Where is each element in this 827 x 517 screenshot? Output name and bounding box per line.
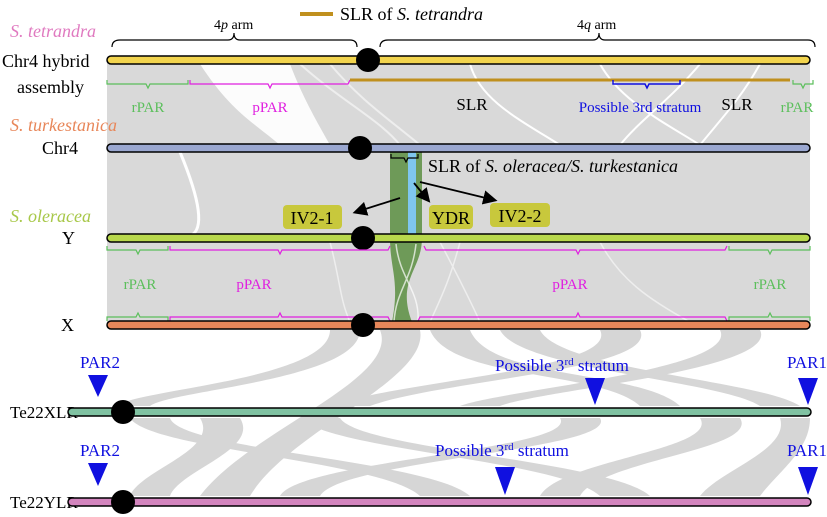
svg-text:IV2-2: IV2-2 [499, 206, 542, 226]
chrom-label-te22ylr: Te22YLR [10, 493, 78, 512]
region-rpar: rPAR [124, 277, 157, 293]
par2-marker-icon [88, 375, 108, 397]
region-rpar: rPAR [132, 100, 165, 116]
arm-4q-label: 4q arm [577, 18, 616, 33]
par1-label: PAR1 [787, 353, 827, 372]
par2-marker-icon [88, 463, 108, 486]
x-chromosome-bar [106, 320, 811, 330]
par2-label: PAR2 [80, 441, 120, 460]
chr4-hybrid-bar [106, 55, 811, 65]
region-rpar: rPAR [754, 277, 787, 293]
slr-oleracea-label: SLR of S. oleracea/S. turkestanica [428, 156, 678, 176]
stratum-label: Possible 3rd stratum [495, 356, 629, 375]
region-slr: SLR [721, 95, 753, 114]
centromere [356, 48, 380, 72]
par1-label: PAR1 [787, 441, 827, 460]
centromere [111, 490, 135, 514]
box-iv2-2: IV2-2 [490, 203, 550, 227]
chrom-label-assembly: assembly [17, 77, 84, 97]
arm-4p-label: 4p arm [214, 18, 253, 33]
region-stratum: Possible 3rd stratum [579, 100, 702, 116]
par1-marker-icon [798, 467, 818, 495]
svg-text:YDR: YDR [432, 208, 470, 228]
stratum-marker-icon [495, 467, 515, 495]
arm-4q-brace [379, 32, 816, 48]
te22xlr-bar [67, 407, 812, 417]
chrom-label-x: X [61, 315, 74, 335]
species-oleracea: S. oleracea [10, 206, 91, 226]
arrow-ydr [413, 182, 431, 203]
region-ppar: pPAR [236, 277, 271, 293]
par1-marker-icon [798, 378, 818, 405]
centromere [351, 313, 375, 337]
te22ylr-bar [67, 497, 812, 507]
region-slr: SLR [456, 95, 488, 114]
centromere [348, 136, 372, 160]
legend-label: SLR of S. tetrandra [340, 4, 483, 24]
chrom-label-chr4: Chr4 [42, 138, 78, 158]
chr4-turkestanica-bar [106, 143, 811, 153]
region-rpar: rPAR [781, 100, 814, 116]
chrom-label-te22xlr: Te22XLR [10, 403, 78, 422]
box-iv2-1: IV2-1 [283, 205, 342, 229]
par2-label: PAR2 [80, 353, 120, 372]
ydr-band [408, 152, 416, 238]
y-chromosome-bar [106, 233, 811, 243]
stratum-label: Possible 3rd stratum [435, 441, 569, 460]
centromere [351, 226, 375, 250]
chrom-label-y: Y [62, 228, 75, 248]
box-ydr: YDR [429, 205, 473, 229]
stratum-marker-icon [585, 378, 605, 405]
chrom-label-hybrid: Chr4 hybrid [2, 51, 90, 71]
region-ppar: pPAR [552, 277, 587, 293]
synteny-ribbons [107, 62, 810, 496]
region-ppar: pPAR [252, 100, 287, 116]
svg-text:IV2-1: IV2-1 [291, 208, 334, 228]
species-turkestanica: S. turkestanica [10, 115, 117, 135]
arm-4p-brace [111, 32, 358, 48]
arrow-iv2-2 [419, 181, 498, 205]
centromere [111, 400, 135, 424]
species-tetrandra: S. tetrandra [10, 21, 96, 41]
arrow-iv2-1 [352, 197, 401, 216]
